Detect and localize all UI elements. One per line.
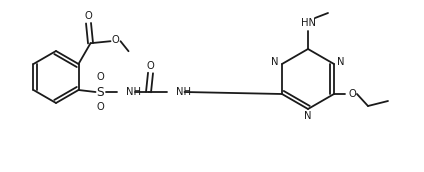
Text: O: O xyxy=(85,11,92,21)
Text: NH: NH xyxy=(126,87,140,97)
Text: HN: HN xyxy=(301,18,315,28)
Text: O: O xyxy=(97,102,104,112)
Text: N: N xyxy=(337,57,345,67)
Text: O: O xyxy=(112,35,120,45)
Text: N: N xyxy=(271,57,279,67)
Text: O: O xyxy=(97,72,104,82)
Text: N: N xyxy=(304,111,312,121)
Text: O: O xyxy=(348,89,356,99)
Text: NH: NH xyxy=(176,87,190,97)
Text: O: O xyxy=(147,61,154,71)
Text: S: S xyxy=(97,85,104,99)
